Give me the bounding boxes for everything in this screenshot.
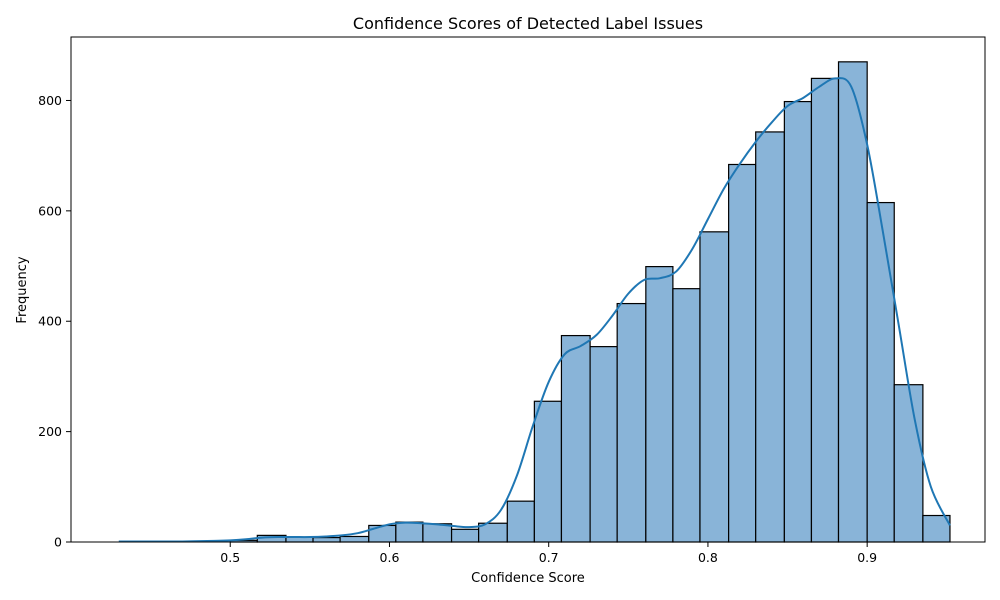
histogram-bar-14 xyxy=(506,500,535,543)
histogram-bar-16 xyxy=(560,334,591,543)
histogram-bar-17 xyxy=(589,346,618,543)
x-axis-label: Confidence Score xyxy=(471,571,585,586)
histogram-bar-8 xyxy=(339,535,370,543)
x-tick-label: 0.7 xyxy=(539,550,559,565)
y-tick-label: 400 xyxy=(38,314,62,329)
histogram-bar-25 xyxy=(810,77,840,543)
histogram-bars xyxy=(229,61,951,543)
histogram-bar-12 xyxy=(450,528,480,543)
y-tick-label: 200 xyxy=(38,424,62,439)
histogram-bar-29 xyxy=(922,514,951,543)
x-tick-label: 0.6 xyxy=(380,550,400,565)
x-tick-label: 0.9 xyxy=(857,550,877,565)
y-tick-label: 600 xyxy=(38,203,62,218)
histogram-bar-28 xyxy=(893,384,924,543)
y-tick-label: 800 xyxy=(38,93,62,108)
x-tick-label: 0.8 xyxy=(698,550,718,565)
histogram-bar-15 xyxy=(533,400,563,543)
plot-frame xyxy=(70,36,986,543)
histogram-bar-22 xyxy=(728,163,757,543)
x-axis-ticks: 0.5 0.6 0.7 0.8 0.9 xyxy=(220,542,877,565)
histogram-bar-7 xyxy=(312,536,341,543)
histogram-bar-10 xyxy=(395,521,424,543)
histogram-bar-18 xyxy=(616,302,647,543)
y-axis-ticks: 0 200 400 600 800 xyxy=(38,93,71,550)
kde-curve xyxy=(118,77,951,543)
histogram-bar-24 xyxy=(783,100,813,543)
x-tick-label: 0.5 xyxy=(220,550,240,565)
histogram-bar-26 xyxy=(837,61,868,543)
histogram-bar-23 xyxy=(755,131,785,543)
histogram-bar-19 xyxy=(645,266,674,543)
histogram-bar-27 xyxy=(866,201,895,543)
histogram-bar-11 xyxy=(422,523,453,543)
histogram-bar-21 xyxy=(699,231,730,543)
y-axis-label: Frequency xyxy=(15,256,30,323)
chart-title: Confidence Scores of Detected Label Issu… xyxy=(353,14,703,33)
y-tick-label: 0 xyxy=(54,535,62,550)
histogram-bar-20 xyxy=(672,288,701,543)
